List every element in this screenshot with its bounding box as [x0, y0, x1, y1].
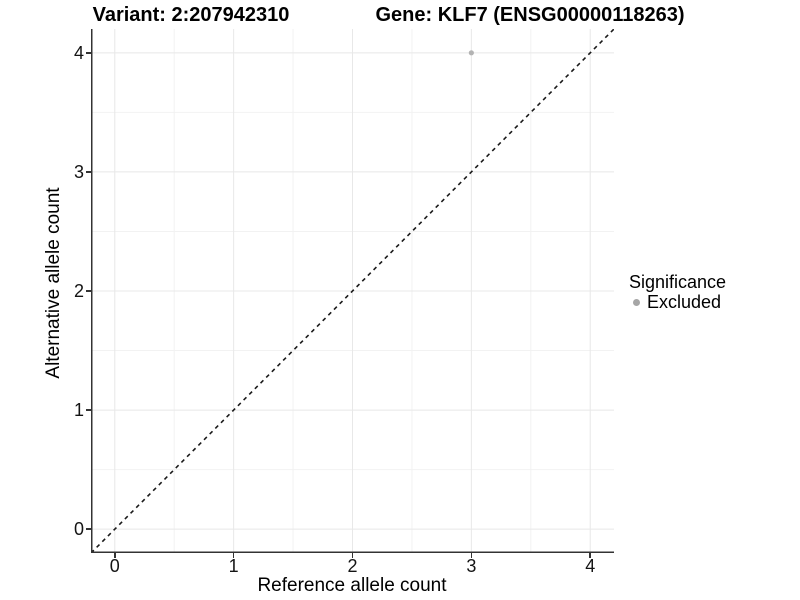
plot-canvas: [91, 29, 614, 553]
plot-title-variant: Variant: 2:207942310: [92, 4, 290, 26]
y-tick-label: 2: [73, 281, 84, 301]
y-tick-label: 1: [73, 400, 84, 421]
x-tick-label: 4: [585, 556, 596, 576]
y-tick-mark: [86, 171, 91, 173]
x-tick-mark: [232, 553, 235, 558]
y-tick-mark: [86, 290, 91, 292]
legend-item-excluded: Excluded: [629, 292, 726, 312]
x-tick-mark: [470, 553, 473, 558]
legend-item-label: Excluded: [647, 292, 722, 312]
x-tick-label: 2: [347, 556, 358, 576]
x-tick-label: 0: [109, 556, 120, 576]
y-tick-label: 3: [73, 161, 84, 182]
legend: Significance Excluded: [629, 271, 727, 312]
legend-key-circle-icon: [633, 298, 640, 306]
plot-panel: [91, 29, 614, 553]
x-tick-mark: [589, 553, 591, 558]
y-tick-mark: [86, 409, 91, 411]
legend-title: Significance: [629, 272, 727, 292]
x-axis-label: Reference allele count: [257, 575, 447, 596]
identity-line: [91, 29, 614, 553]
y-tick-mark: [86, 528, 91, 530]
y-tick-label: 4: [73, 42, 84, 63]
x-tick-mark: [351, 553, 354, 558]
x-tick-mark: [114, 553, 116, 558]
x-tick-label: 3: [466, 556, 477, 576]
data-point: [468, 50, 474, 56]
x-tick-label: 1: [228, 556, 239, 576]
y-tick-label: 0: [73, 519, 84, 540]
y-tick-mark: [86, 52, 91, 54]
plot-title-gene: Gene: KLF7 (ENSG00000118263): [375, 4, 685, 26]
